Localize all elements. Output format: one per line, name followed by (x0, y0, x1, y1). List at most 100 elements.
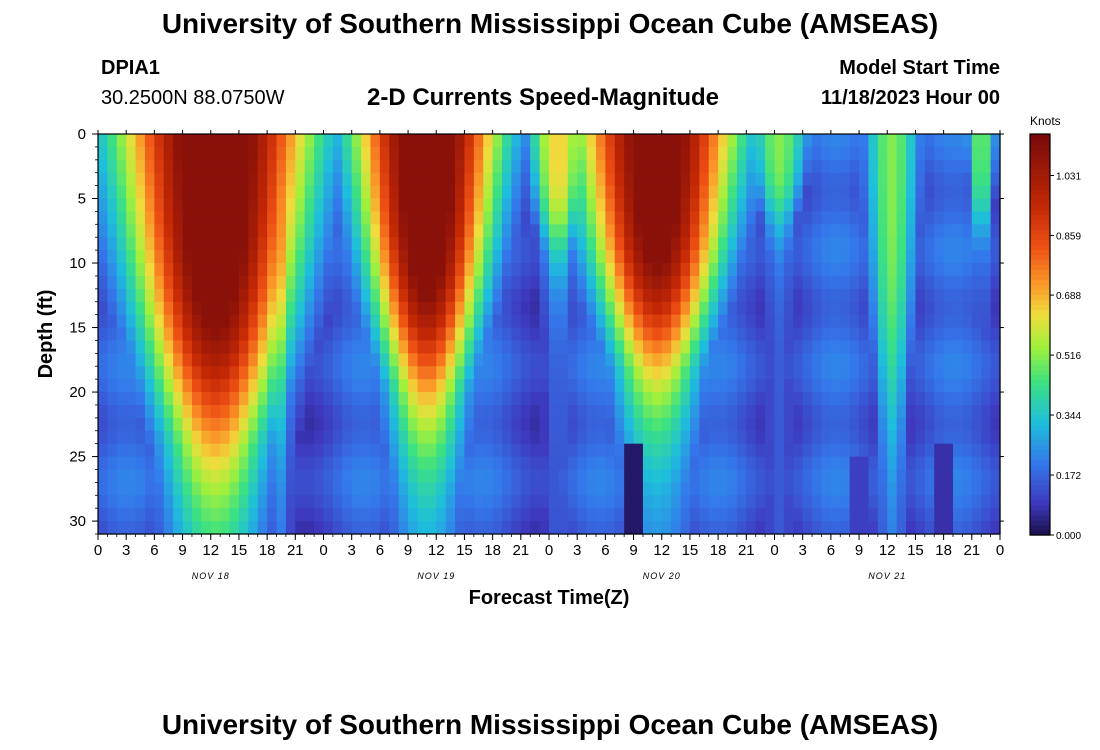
heatmap-cell (248, 159, 259, 174)
heatmap-cell (793, 340, 804, 354)
heatmap-cell (896, 495, 907, 509)
heatmap-cell (332, 134, 343, 148)
heatmap-cell (492, 185, 503, 200)
heatmap-cell (746, 456, 757, 471)
heatmap-cell (436, 379, 447, 393)
heatmap-cell (765, 159, 776, 174)
x-tick-label: 18 (259, 542, 276, 559)
heatmap-cell (370, 288, 381, 303)
heatmap-cell (586, 482, 597, 496)
heatmap-cell (830, 404, 841, 419)
heatmap-cell (699, 379, 710, 393)
heatmap-cell (736, 366, 747, 380)
heatmap-cell (238, 198, 249, 213)
heatmap-cell (314, 134, 325, 148)
heatmap-cell (379, 366, 390, 380)
heatmap-cell (163, 288, 174, 303)
heatmap-cell (577, 198, 588, 213)
heatmap-cell (379, 456, 390, 471)
heatmap-cell (502, 134, 513, 148)
heatmap-cell (116, 521, 127, 535)
heatmap-cell (229, 366, 240, 380)
heatmap-cell (304, 482, 315, 496)
heatmap-cell (859, 263, 870, 277)
heatmap-cell (558, 211, 569, 225)
heatmap-cell (624, 301, 635, 316)
heatmap-cell (389, 134, 400, 148)
heatmap-cell (783, 159, 794, 174)
heatmap-cell (267, 224, 278, 238)
heatmap-cell (633, 327, 644, 342)
heatmap-cell (163, 508, 174, 522)
heatmap-cell (689, 327, 700, 342)
heatmap-cell (248, 495, 259, 509)
heatmap-cell (455, 366, 466, 380)
heatmap-cell (906, 134, 917, 148)
heatmap-cell (126, 211, 137, 225)
heatmap-cell (191, 263, 202, 277)
heatmap-cell (953, 146, 964, 161)
heatmap-cell (887, 353, 898, 367)
heatmap-cell (98, 237, 108, 251)
heatmap-cell (962, 482, 973, 496)
heatmap-cell (483, 495, 494, 509)
heatmap-cell (896, 456, 907, 471)
heatmap-cell (718, 250, 729, 264)
colorbar-segment (1030, 409, 1050, 416)
heatmap-cell (436, 134, 447, 148)
heatmap-cell (708, 353, 719, 367)
heatmap-cell (943, 404, 954, 419)
heatmap-cell (708, 224, 719, 238)
heatmap-cell (774, 263, 785, 277)
heatmap-cell (887, 417, 898, 432)
heatmap-cell (783, 392, 794, 406)
heatmap-cell (727, 250, 738, 264)
heatmap-cell (971, 469, 982, 483)
heatmap-cell (558, 288, 569, 303)
heatmap-cell (135, 430, 146, 445)
heatmap-cell (304, 301, 315, 316)
heatmap-cell (718, 263, 729, 277)
heatmap-cell (116, 275, 127, 290)
heatmap-cell (736, 159, 747, 174)
heatmap-cell (595, 172, 606, 187)
heatmap-cell (981, 185, 992, 200)
heatmap-cell (783, 314, 794, 329)
heatmap-cell (220, 146, 231, 161)
x-tick-label: 9 (404, 542, 412, 559)
heatmap-cell (830, 172, 841, 187)
heatmap-cell (107, 327, 118, 342)
heatmap-cell (220, 469, 231, 483)
heatmap-cell (408, 456, 419, 471)
heatmap-cell (990, 495, 1001, 509)
heatmap-cell (652, 301, 663, 316)
heatmap-cell (276, 340, 287, 354)
heatmap-cell (285, 404, 296, 419)
heatmap-cell (906, 185, 917, 200)
heatmap-cell (802, 508, 813, 522)
heatmap-cell (614, 340, 625, 354)
heatmap-cell (229, 521, 240, 535)
heatmap-cell (671, 288, 682, 303)
heatmap-cell (314, 237, 325, 251)
heatmap-cell (426, 379, 437, 393)
heatmap-cell (614, 404, 625, 419)
heatmap-cell (107, 482, 118, 496)
heatmap-cell (98, 314, 108, 329)
heatmap-cell (285, 314, 296, 329)
heatmap-cell (953, 314, 964, 329)
heatmap-cell (868, 288, 879, 303)
heatmap-cell (802, 469, 813, 483)
heatmap-cell (107, 508, 118, 522)
heatmap-cell (436, 469, 447, 483)
heatmap-cell (342, 159, 353, 174)
heatmap-cell (849, 404, 860, 419)
heatmap-cell (248, 211, 259, 225)
heatmap-cell (802, 521, 813, 535)
heatmap-cell (906, 146, 917, 161)
heatmap-cell (595, 301, 606, 316)
heatmap-cell (633, 275, 644, 290)
heatmap-cell (774, 379, 785, 393)
heatmap-cell (802, 275, 813, 290)
heatmap-cell (614, 134, 625, 148)
